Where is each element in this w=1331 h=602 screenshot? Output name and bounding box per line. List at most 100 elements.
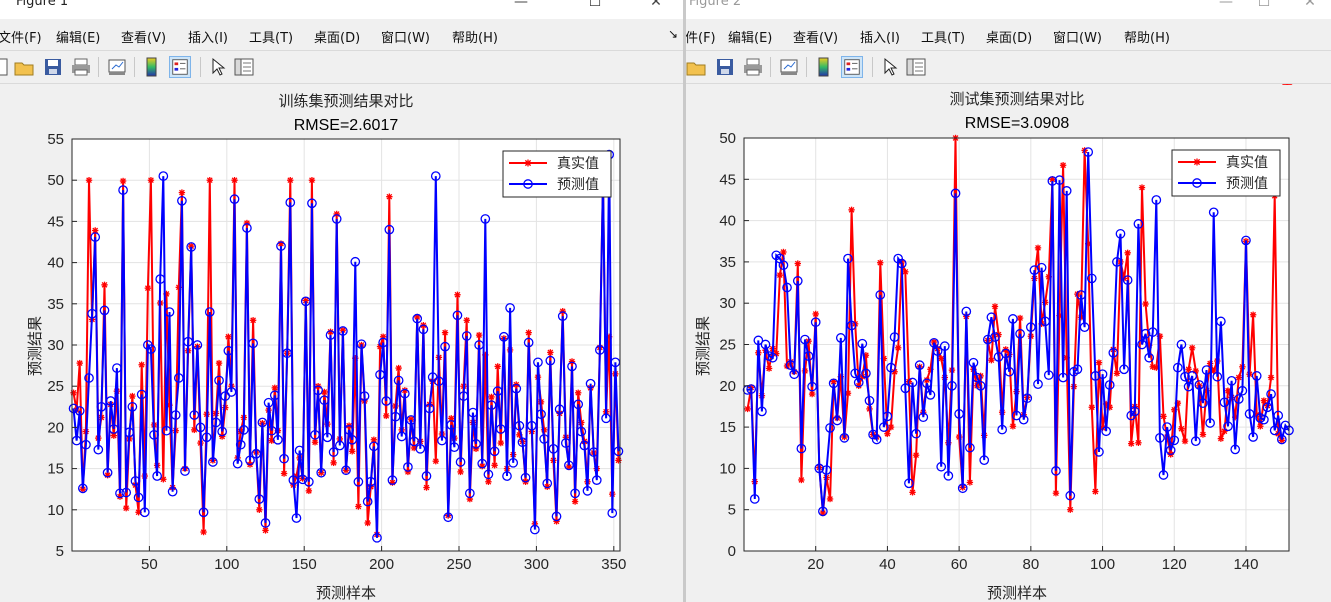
predicted-marker xyxy=(136,389,147,400)
chart-title: 训练集预测结果对比 xyxy=(278,93,413,110)
title-bar[interactable]: Figure 1 — ☐ ✕ xyxy=(0,0,683,19)
figure-canvas[interactable]: 20 40 60 80 100 120 140 0 5 10 15 20 25 30 35 40 45 50 测试… xyxy=(686,83,1331,602)
figure-canvas[interactable]: 50 100 150 200 250 300 350 5 10 15 20 25 30 35 40 45 50 5… xyxy=(0,84,683,602)
toolbar xyxy=(0,50,683,84)
edit-pointer-icon[interactable] xyxy=(879,56,901,78)
predicted-marker xyxy=(1226,375,1237,386)
predicted-marker xyxy=(121,487,132,498)
predicted-marker xyxy=(409,436,419,447)
actual-marker xyxy=(206,177,213,184)
menu-file[interactable]: 文件(F) xyxy=(686,31,716,46)
maximize-button[interactable]: ☐ xyxy=(588,0,602,10)
legend-icon[interactable] xyxy=(169,56,191,78)
predicted-marker xyxy=(939,341,950,352)
predicted-marker xyxy=(189,410,200,420)
menu-desktop[interactable]: 桌面(D) xyxy=(986,31,1033,46)
predicted-marker xyxy=(294,445,305,456)
predicted-marker xyxy=(545,355,556,366)
predicted-line xyxy=(72,154,620,538)
predicted-marker xyxy=(204,307,215,317)
predicted-marker xyxy=(291,513,302,523)
property-inspector-icon[interactable] xyxy=(905,56,927,78)
y-tick-label: 40 xyxy=(47,255,64,272)
predicted-marker xyxy=(251,448,262,459)
open-folder-icon[interactable] xyxy=(13,56,35,78)
chart-title: 测试集预测结果对比 xyxy=(949,91,1084,108)
axis-ticks: 50 100 150 200 250 300 350 5 10 15 20 25 30 35 40 45 50 5… xyxy=(47,131,626,573)
actual-marker xyxy=(966,479,974,486)
dock-arrow-icon[interactable]: ↘ xyxy=(668,27,679,41)
open-folder-icon[interactable] xyxy=(686,56,707,78)
predicted-marker xyxy=(1133,219,1144,229)
x-tick-label: 300 xyxy=(524,556,549,573)
predicted-marker xyxy=(477,458,488,469)
close-button[interactable]: ✕ xyxy=(650,0,662,10)
menu-view[interactable]: 查看(V) xyxy=(793,31,839,46)
test-set-chart[interactable]: 20 40 60 80 100 120 140 0 5 10 15 20 25 30 35 40 45 50 测试… xyxy=(686,83,1331,602)
predicted-marker xyxy=(1137,339,1147,350)
actual-marker xyxy=(147,177,155,184)
link-plot-icon[interactable] xyxy=(778,56,800,78)
predicted-marker xyxy=(108,424,119,434)
toolbar xyxy=(686,50,1331,84)
print-icon[interactable] xyxy=(70,56,92,78)
menu-tools[interactable]: 工具(T) xyxy=(921,31,966,46)
predicted-marker xyxy=(359,391,370,401)
predicted-marker xyxy=(1158,470,1169,480)
menu-edit[interactable]: 编辑(E) xyxy=(728,31,773,46)
training-set-chart[interactable]: 50 100 150 200 250 300 350 5 10 15 20 25 30 35 40 45 50 5… xyxy=(0,84,683,602)
predicted-marker xyxy=(483,469,494,480)
predicted-marker xyxy=(183,336,193,347)
predicted-marker xyxy=(896,258,907,269)
menu-edit[interactable]: 编辑(E) xyxy=(56,31,101,46)
print-icon[interactable] xyxy=(742,56,764,78)
link-plot-icon[interactable] xyxy=(106,56,128,78)
menu-insert[interactable]: 插入(I) xyxy=(188,31,228,46)
minimize-button[interactable]: — xyxy=(1219,0,1233,10)
title-bar[interactable]: Figure 2 — ☐ ✕ xyxy=(686,0,1331,19)
menu-file[interactable]: 文件(F) xyxy=(0,31,42,46)
predicted-marker xyxy=(864,395,875,406)
predicted-marker xyxy=(378,337,389,348)
minimize-button[interactable]: — xyxy=(514,0,528,10)
predicted-marker xyxy=(68,403,79,414)
predicted-marker xyxy=(112,363,122,373)
maximize-button[interactable]: ☐ xyxy=(1257,0,1271,10)
menu-help[interactable]: 帮助(H) xyxy=(452,31,498,46)
menu-desktop[interactable]: 桌面(D) xyxy=(314,31,361,46)
predicted-marker xyxy=(828,378,839,389)
actual-marker xyxy=(407,415,415,423)
predicted-marker xyxy=(792,276,803,286)
predicted-marker xyxy=(911,428,921,439)
predicted-marker xyxy=(857,338,868,349)
actual-marker xyxy=(225,333,232,340)
predicted-marker xyxy=(554,404,565,415)
predicted-marker xyxy=(800,334,810,345)
predicted-marker xyxy=(139,507,150,518)
save-icon[interactable] xyxy=(42,56,64,78)
property-inspector-icon[interactable] xyxy=(233,56,255,78)
predicted-marker xyxy=(1155,432,1165,443)
actual-marker xyxy=(1016,314,1024,322)
menu-tools[interactable]: 工具(T) xyxy=(249,31,294,46)
menu-view[interactable]: 查看(V) xyxy=(121,31,167,46)
predicted-marker xyxy=(81,439,91,450)
menu-window[interactable]: 窗口(W) xyxy=(1053,31,1102,46)
colorbar-icon[interactable] xyxy=(141,56,163,78)
close-button[interactable]: ✕ xyxy=(1304,0,1316,10)
predicted-marker xyxy=(468,407,478,418)
colorbar-icon[interactable] xyxy=(813,56,835,78)
menu-help[interactable]: 帮助(H) xyxy=(1124,31,1170,46)
menu-window[interactable]: 窗口(W) xyxy=(381,31,430,46)
predicted-marker xyxy=(390,411,401,422)
menu-insert[interactable]: 插入(I) xyxy=(860,31,900,46)
edit-pointer-icon[interactable] xyxy=(207,56,229,78)
legend-icon[interactable] xyxy=(841,56,863,78)
save-icon[interactable] xyxy=(714,56,736,78)
actual-marker xyxy=(525,329,532,336)
y-axis-label: 预测结果 xyxy=(695,316,712,376)
new-figure-icon[interactable] xyxy=(0,56,12,78)
predicted-marker xyxy=(1251,371,1262,381)
